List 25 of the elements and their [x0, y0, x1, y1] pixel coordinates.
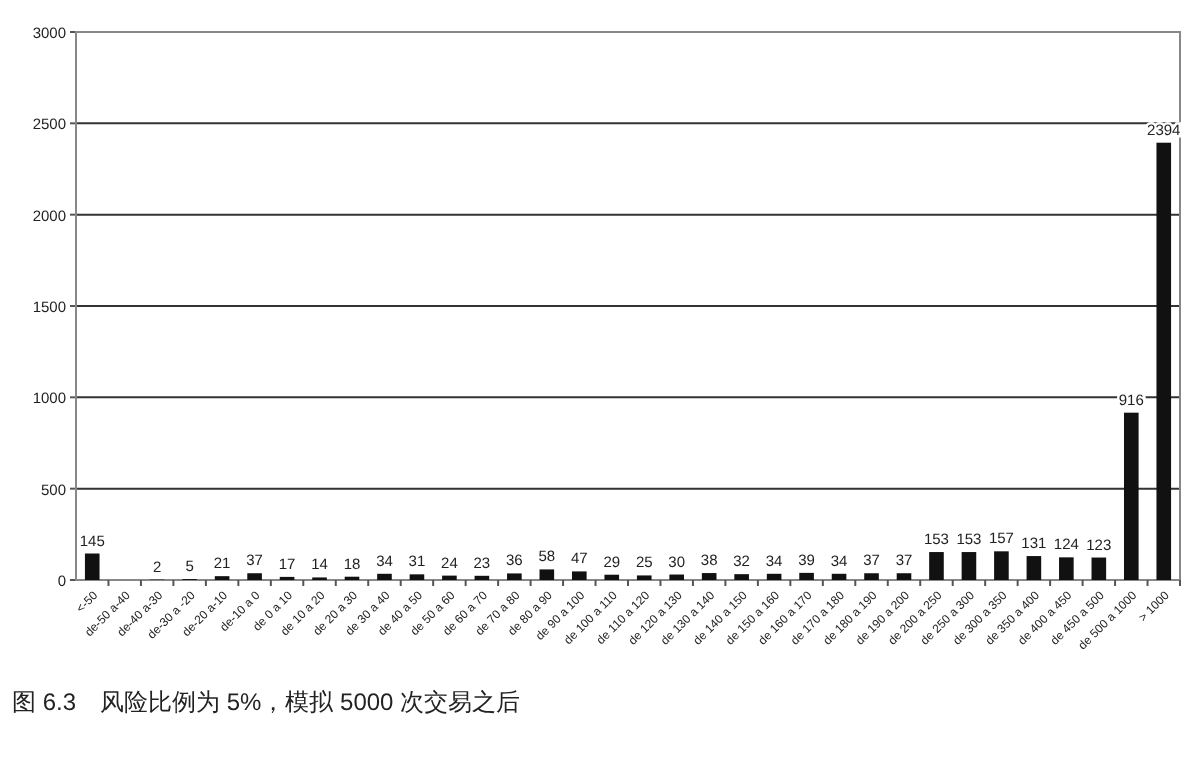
bar	[864, 573, 879, 580]
bar	[1026, 556, 1042, 580]
bar	[799, 572, 814, 580]
bar	[929, 552, 944, 580]
bar	[766, 573, 782, 580]
bar	[84, 553, 100, 580]
bar	[247, 573, 262, 580]
bar	[994, 551, 1009, 580]
bar	[1059, 557, 1074, 580]
bar	[734, 574, 749, 580]
bar	[831, 573, 847, 580]
bar	[1091, 557, 1107, 580]
bar	[701, 573, 717, 580]
bar	[1156, 142, 1172, 580]
bar	[604, 574, 620, 580]
caption: 图 6.3 风险比例为 5%，模拟 5000 次交易之后	[12, 688, 521, 716]
bar	[507, 573, 522, 580]
bar	[539, 569, 555, 580]
bar	[669, 574, 685, 580]
bar	[377, 573, 392, 580]
bar	[896, 573, 912, 580]
bar	[571, 571, 587, 580]
bar	[409, 574, 425, 580]
bar	[1123, 412, 1139, 580]
bar	[961, 552, 977, 580]
